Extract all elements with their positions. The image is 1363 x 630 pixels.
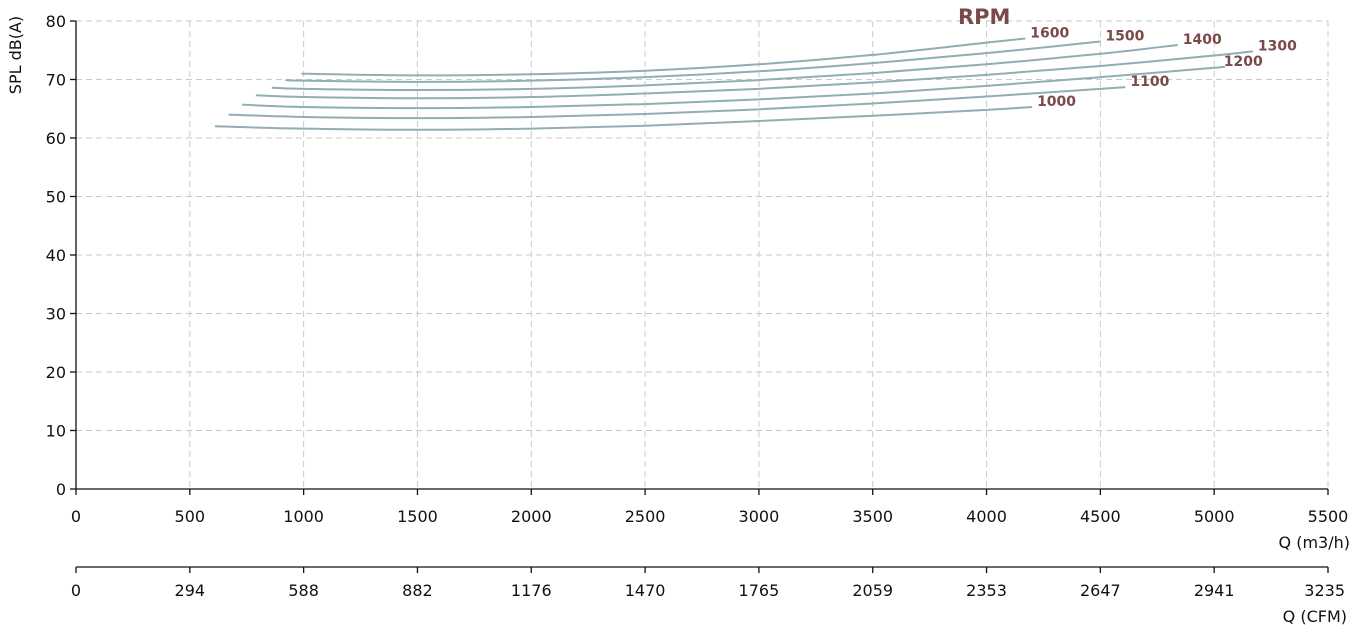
rpm-curve-1000 [214,106,1033,131]
y-tick-label: 10 [46,422,66,441]
y-tick-label: 0 [56,480,66,499]
secondary-x-tick-label: 2941 [1194,581,1235,600]
x-tick-label: 5500 [1308,507,1349,526]
grid [76,20,1329,489]
rpm-curve-1500 [285,40,1101,83]
rpm-label-1200: 1200 [1224,54,1263,70]
secondary-x-tick-label: 588 [288,581,319,600]
x-tick-label: 4000 [966,507,1007,526]
x-axis-title: Q (m3/h) [1279,533,1350,552]
secondary-x-tick-label: 3235 [1304,581,1345,600]
rpm-curve-1300 [255,50,1253,100]
secondary-x-tick-label: 1176 [511,581,552,600]
secondary-x-tick-label: 2647 [1080,581,1121,600]
secondary-x-tick-label: 2059 [852,581,893,600]
rpm-label-1600: 1600 [1030,26,1069,42]
secondary-x-tick-label: 1765 [739,581,780,600]
y-tick-label: 80 [46,12,66,31]
axes [75,21,1328,568]
y-axis-title: SPL dB(A) [6,16,25,94]
x-tick-label: 0 [71,507,81,526]
rpm-curves [214,37,1253,131]
rpm-curve-1600 [301,37,1026,77]
rpm-label-1400: 1400 [1183,32,1222,48]
x-tick-label: 5000 [1194,507,1235,526]
y-tick-label: 20 [46,363,66,382]
rpm-label-1500: 1500 [1105,28,1144,44]
y-tick-label: 60 [46,129,66,148]
secondary-x-tick-label: 2353 [966,581,1007,600]
x-tick-label: 500 [175,507,206,526]
secondary-x-tick-label: 0 [71,581,81,600]
ticks: 0 10 20 30 40 50 60 70 80 0 500 1000 1500 2000 2500 300… [46,12,1349,600]
y-tick-label: 70 [46,71,66,90]
rpm-label-1300: 1300 [1258,38,1297,54]
rpm-curve-1400 [271,43,1178,92]
rpm-label-1100: 1100 [1130,74,1169,90]
x-tick-label: 1500 [397,507,438,526]
y-tick-label: 30 [46,305,66,324]
x-tick-label: 1000 [283,507,324,526]
y-tick-label: 50 [46,188,66,207]
x-tick-label: 4500 [1080,507,1121,526]
y-tick-label: 40 [46,246,66,265]
secondary-x-tick-label: 882 [402,581,433,600]
rpm-label-1000: 1000 [1037,94,1076,110]
rpm-curve-1100 [228,86,1126,120]
x-tick-label: 2500 [625,507,666,526]
x-tick-label: 3000 [739,507,780,526]
legend-title-rpm: RPM [958,5,1010,29]
x-tick-label: 3500 [852,507,893,526]
rpm-curve-1200 [242,65,1226,110]
secondary-x-axis-title: Q (CFM) [1283,607,1347,626]
secondary-x-tick-label: 1470 [625,581,666,600]
x-tick-label: 2000 [511,507,552,526]
secondary-x-tick-label: 294 [175,581,206,600]
